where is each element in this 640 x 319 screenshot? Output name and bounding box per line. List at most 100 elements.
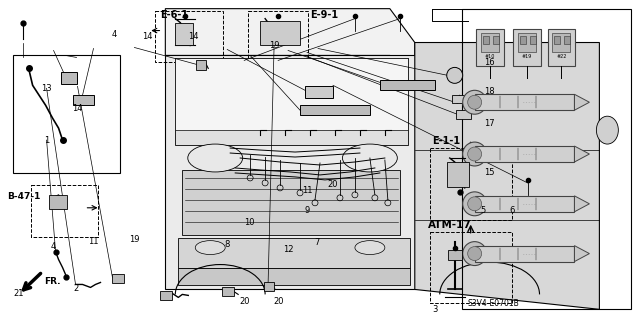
Bar (72, 95, 95, 105)
Text: B-47-1: B-47-1 (6, 192, 40, 201)
Text: 6: 6 (509, 206, 515, 215)
Bar (264, 282, 274, 292)
Text: #10: #10 (484, 54, 495, 59)
Text: E-6-1: E-6-1 (161, 10, 188, 20)
Text: 4: 4 (51, 242, 56, 251)
Bar (300, 105, 370, 115)
Text: - - - - -: - - - - - (524, 252, 536, 256)
Polygon shape (175, 58, 408, 145)
Text: - - - - -: - - - - - (524, 100, 536, 104)
Ellipse shape (195, 241, 225, 255)
Text: 20: 20 (239, 297, 250, 306)
Bar (260, 21, 300, 46)
Text: 20: 20 (328, 180, 338, 189)
Text: 12: 12 (283, 245, 293, 254)
Bar (475, 246, 575, 262)
Polygon shape (575, 246, 589, 262)
Bar (248, 11, 308, 63)
Text: 2: 2 (74, 284, 79, 293)
Circle shape (463, 241, 486, 265)
Text: 4: 4 (112, 31, 117, 40)
Text: 14: 14 (142, 32, 153, 41)
Circle shape (463, 192, 486, 216)
Bar (448, 249, 461, 260)
Text: 11: 11 (88, 237, 99, 246)
Bar (476, 29, 504, 66)
Bar (31, 185, 99, 237)
Bar (156, 11, 223, 63)
Text: ATM-17: ATM-17 (428, 220, 472, 230)
Text: E-9-1: E-9-1 (310, 10, 338, 20)
Bar (196, 60, 206, 70)
Polygon shape (575, 146, 589, 162)
Bar (529, 35, 536, 43)
Bar (430, 148, 511, 220)
Bar (49, 195, 67, 209)
Text: 18: 18 (484, 87, 495, 96)
Bar (61, 72, 77, 84)
Circle shape (468, 247, 482, 261)
Circle shape (463, 90, 486, 114)
Text: 14: 14 (72, 104, 83, 113)
Bar (554, 35, 561, 43)
Text: 8: 8 (225, 240, 230, 249)
Text: 17: 17 (484, 119, 495, 129)
Bar (547, 29, 575, 66)
Bar (552, 33, 570, 52)
Bar (161, 292, 172, 300)
Bar (447, 162, 468, 187)
Text: 21: 21 (13, 289, 24, 298)
Text: 5: 5 (481, 206, 486, 215)
Bar (13, 56, 120, 173)
Bar (481, 33, 499, 52)
Bar (520, 35, 525, 43)
Text: 15: 15 (484, 168, 495, 177)
Text: 13: 13 (42, 84, 52, 93)
Polygon shape (165, 9, 415, 75)
Bar (305, 86, 333, 98)
Text: 10: 10 (244, 218, 255, 227)
Bar (564, 35, 570, 43)
Polygon shape (415, 42, 600, 309)
Ellipse shape (342, 144, 397, 172)
Bar (179, 268, 410, 286)
Text: 7: 7 (315, 238, 320, 247)
Text: 19: 19 (269, 41, 279, 50)
Bar (475, 94, 575, 110)
Bar (483, 35, 488, 43)
Text: 14: 14 (188, 32, 199, 41)
Text: E-1-1: E-1-1 (432, 136, 460, 146)
Text: #22: #22 (556, 54, 566, 59)
Bar (475, 196, 575, 212)
Polygon shape (175, 58, 408, 130)
Bar (475, 146, 575, 162)
Ellipse shape (355, 241, 385, 255)
Text: - - - - -: - - - - - (524, 152, 536, 156)
Bar (175, 23, 193, 45)
Bar (518, 33, 536, 52)
Circle shape (468, 147, 482, 161)
Polygon shape (575, 94, 589, 110)
Text: 1: 1 (44, 136, 49, 145)
Bar (493, 35, 499, 43)
Text: 16: 16 (484, 58, 495, 67)
Circle shape (468, 197, 482, 211)
Text: - - - - -: - - - - - (524, 202, 536, 206)
Bar (179, 238, 410, 268)
Bar (513, 29, 541, 66)
Bar (452, 95, 464, 103)
Circle shape (468, 95, 482, 109)
Bar (222, 287, 234, 296)
Circle shape (463, 142, 486, 166)
Ellipse shape (596, 116, 618, 144)
Bar (182, 170, 400, 235)
Circle shape (447, 67, 463, 83)
Text: 3: 3 (432, 305, 438, 314)
Bar (113, 273, 124, 284)
Polygon shape (575, 196, 589, 212)
Text: FR.: FR. (45, 278, 61, 286)
Bar (456, 110, 470, 119)
Text: 9: 9 (305, 206, 310, 215)
Text: #19: #19 (522, 54, 532, 59)
Bar (430, 232, 511, 303)
